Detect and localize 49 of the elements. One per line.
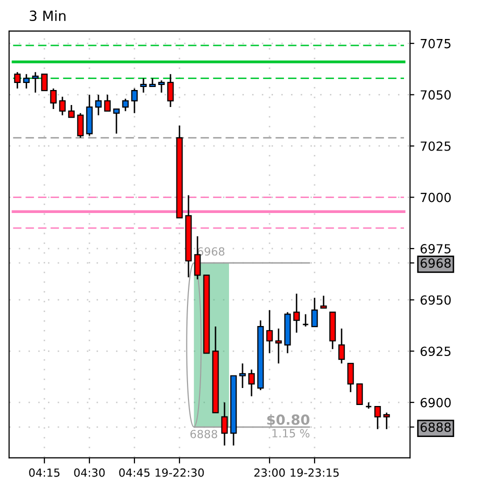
candlestick: [347, 362, 354, 393]
x-tick-label: 04:45: [119, 468, 150, 477]
candlestick: [158, 80, 165, 94]
candlestick: [113, 108, 120, 134]
candlestick: [338, 328, 345, 364]
annotation: $0.80: [267, 414, 310, 427]
candlestick: [275, 328, 282, 364]
y-tick-label: 6925: [420, 346, 450, 356]
candlestick: [167, 73, 174, 108]
y-tick-label: 7025: [420, 141, 450, 151]
y-tick-label: 7050: [420, 90, 451, 100]
candlestick: [59, 96, 66, 116]
y-tick-label: 7075: [420, 38, 450, 48]
chart-title: 3 Min: [30, 10, 66, 22]
candlestick: [50, 88, 57, 110]
candlestick: [383, 412, 390, 430]
candlestick: [266, 309, 273, 354]
ref-line-label: 6888: [190, 430, 218, 438]
candlestick: [68, 104, 75, 118]
candlestick: [77, 112, 84, 138]
x-tick-label: 19-22:30: [156, 468, 204, 477]
candlestick: [248, 368, 255, 397]
candlestick: [356, 383, 363, 406]
candlestick: [41, 74, 48, 92]
candlestick: [320, 295, 327, 309]
y-tick-label: 6968: [420, 258, 451, 268]
candlestick: [23, 73, 30, 90]
y-tick-label: 6975: [420, 244, 450, 254]
x-tick-label: 04:30: [74, 468, 105, 477]
y-tick-label: 6888: [420, 422, 451, 432]
y-tick-label: 7000: [420, 192, 451, 202]
candlestick: [239, 362, 246, 389]
x-tick-label: 19-23:15: [290, 468, 339, 477]
candlestick: [131, 88, 138, 114]
candlestick: [293, 293, 300, 334]
candlestick: [14, 71, 21, 90]
y-tick-label: 6950: [420, 295, 451, 305]
candlestick: [374, 406, 381, 430]
candlestick: [104, 94, 111, 112]
annotation: 1.15 %: [272, 429, 310, 438]
x-tick-label: 23:00: [254, 468, 285, 477]
candlestick: [32, 71, 39, 94]
y-tick-label: 6900: [420, 398, 451, 408]
candlestick: [122, 98, 129, 112]
candlestick: [221, 402, 228, 446]
x-tick-label: 04:15: [29, 468, 60, 477]
candlestick: [95, 94, 102, 116]
candlestick: [311, 297, 318, 328]
candlestick: [140, 78, 147, 94]
